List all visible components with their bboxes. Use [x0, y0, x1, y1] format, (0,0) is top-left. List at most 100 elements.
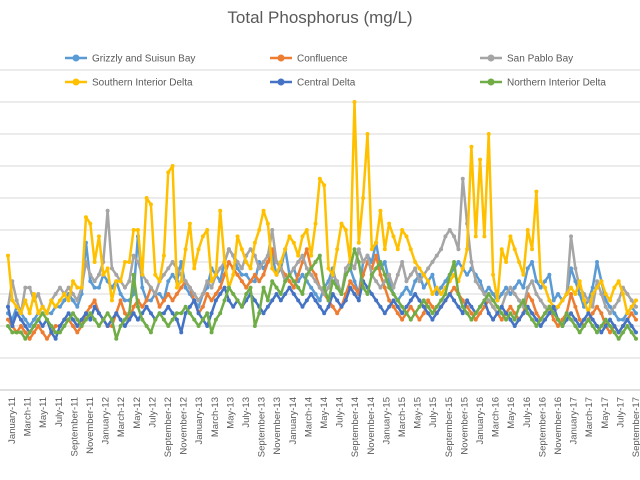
- data-point: [248, 279, 253, 284]
- data-point: [226, 247, 231, 252]
- data-point: [118, 279, 123, 284]
- legend-label: Southern Interior Delta: [92, 78, 193, 89]
- data-point: [161, 253, 166, 258]
- data-point: [469, 304, 474, 309]
- x-tick-label: May-12: [132, 397, 143, 429]
- data-point: [387, 304, 392, 309]
- x-tick-label: July-17: [615, 397, 626, 428]
- data-point: [231, 272, 236, 277]
- data-point: [590, 285, 595, 290]
- data-point: [239, 304, 244, 309]
- data-point: [569, 317, 574, 322]
- x-tick-label: May-16: [506, 397, 517, 429]
- data-point: [257, 228, 262, 232]
- data-point: [231, 292, 236, 296]
- data-point: [400, 317, 405, 322]
- x-tick-label: May-15: [413, 397, 424, 429]
- data-point: [365, 292, 370, 296]
- data-point: [83, 317, 88, 322]
- data-point: [157, 279, 162, 284]
- data-point: [556, 324, 561, 328]
- data-point: [369, 247, 374, 252]
- data-point: [326, 266, 331, 271]
- data-point: [469, 317, 474, 322]
- data-point: [343, 298, 348, 303]
- data-point: [226, 260, 231, 264]
- data-point: [495, 298, 500, 303]
- data-point: [525, 311, 530, 316]
- data-point: [621, 292, 626, 296]
- x-tick-label: May-17: [600, 397, 611, 429]
- data-point: [408, 298, 413, 303]
- data-point: [92, 304, 97, 309]
- x-tick-label: July-12: [147, 397, 158, 428]
- data-point: [57, 324, 62, 328]
- data-point: [105, 311, 110, 316]
- data-point: [244, 285, 249, 290]
- data-point: [183, 304, 188, 309]
- data-point: [517, 317, 522, 322]
- data-point: [270, 266, 275, 271]
- data-point: [192, 292, 197, 296]
- data-point: [66, 298, 71, 303]
- data-point: [192, 298, 197, 303]
- data-point: [170, 272, 175, 277]
- data-point: [291, 285, 296, 290]
- x-tick-label: March-11: [23, 397, 34, 436]
- data-point: [309, 266, 314, 271]
- data-point: [18, 324, 23, 328]
- data-point: [57, 304, 62, 309]
- data-point: [40, 330, 45, 335]
- data-point: [408, 272, 413, 277]
- data-point: [551, 311, 556, 316]
- data-point: [70, 292, 75, 296]
- data-point: [166, 304, 171, 309]
- data-point: [31, 324, 36, 328]
- data-point: [534, 311, 539, 316]
- data-point: [486, 292, 491, 296]
- data-point: [473, 311, 478, 316]
- data-point: [218, 266, 223, 271]
- data-point: [374, 298, 379, 303]
- data-point: [417, 304, 422, 309]
- x-tick-label: July-16: [522, 397, 533, 428]
- x-tick-label: May-13: [225, 397, 236, 429]
- data-point: [239, 272, 244, 277]
- legend-label: San Pablo Bay: [507, 54, 573, 65]
- data-point: [547, 304, 552, 309]
- data-point: [491, 272, 496, 277]
- data-point: [478, 285, 483, 290]
- data-point: [75, 298, 80, 303]
- data-point: [330, 272, 335, 277]
- data-point: [599, 324, 604, 328]
- data-point: [27, 336, 32, 341]
- data-point: [114, 279, 119, 284]
- data-point: [352, 266, 357, 271]
- data-point: [200, 317, 205, 322]
- data-point: [283, 292, 288, 296]
- data-point: [577, 330, 582, 335]
- data-point: [443, 292, 448, 296]
- data-point: [634, 330, 638, 335]
- data-point: [18, 317, 23, 322]
- data-point: [179, 260, 184, 264]
- data-point: [434, 304, 439, 309]
- data-point: [291, 240, 296, 245]
- data-point: [374, 240, 379, 245]
- data-point: [569, 234, 574, 239]
- data-point: [603, 304, 608, 309]
- data-point: [70, 324, 75, 328]
- data-point: [335, 247, 340, 252]
- data-point: [265, 221, 270, 226]
- data-point: [304, 247, 309, 252]
- data-point: [408, 247, 413, 252]
- data-point: [590, 304, 595, 309]
- data-point: [582, 317, 587, 322]
- data-point: [512, 292, 517, 296]
- data-point: [395, 304, 400, 309]
- data-point: [521, 298, 526, 303]
- data-point: [439, 285, 444, 290]
- data-point: [538, 279, 543, 284]
- data-point: [504, 317, 509, 322]
- data-point: [595, 260, 600, 264]
